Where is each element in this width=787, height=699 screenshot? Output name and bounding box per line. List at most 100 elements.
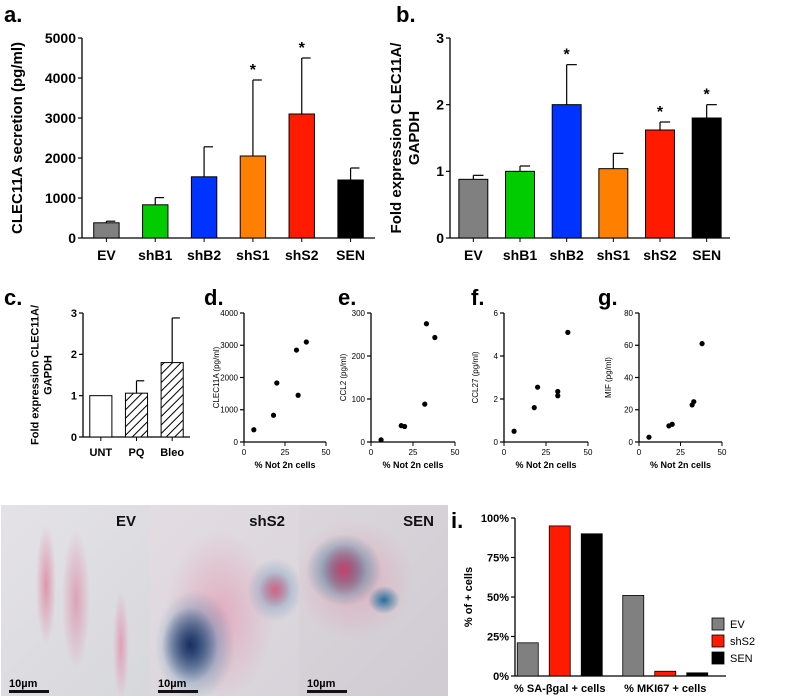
scale-label: 10µm xyxy=(158,678,187,690)
bar xyxy=(622,595,645,677)
bar xyxy=(686,672,709,677)
data-point xyxy=(251,427,257,433)
data-point xyxy=(402,423,408,430)
y-tick-label: 25% xyxy=(487,631,509,643)
data-point xyxy=(423,321,430,327)
chart-f: 0 2 4 6 0 25 50 % Not 2n cells CCL27 (pg/ml) xyxy=(471,309,593,470)
y-axis-label: CLEC11A (pg/ml) xyxy=(212,346,221,408)
chart-e: 0 100 200 300 0 25 50 % Not 2n cells CCL2 (pg/ml… xyxy=(339,309,460,470)
y-tick-label: 3 xyxy=(71,308,77,320)
y-axis-label: MIF (pg/ml) xyxy=(604,357,613,398)
x-tick-label: shB2 xyxy=(550,247,584,263)
data-point xyxy=(422,401,428,407)
y-tick-label: 3 xyxy=(436,30,444,46)
scale-bar xyxy=(9,690,49,693)
x-tick-label: 25 xyxy=(542,448,551,457)
y-tick-label: 1 xyxy=(436,163,444,179)
bar xyxy=(548,525,571,677)
data-point xyxy=(270,412,277,418)
x-axis-label: % Not 2n cells xyxy=(254,460,315,470)
legend-swatch xyxy=(711,634,725,648)
y-tick-label: 200 xyxy=(352,352,366,361)
y-tick-label: 2000 xyxy=(45,150,76,166)
y-axis-label: Fold expression CLEC11A/GAPDH xyxy=(388,42,423,234)
micrograph-ev: EV 10µm xyxy=(1,505,150,696)
data-point xyxy=(432,334,438,341)
y-tick-label: 75% xyxy=(487,552,509,564)
chart-g: 0 20 40 60 80 0 25 50 % Not 2n cells MIF (pg/ml) xyxy=(604,309,727,470)
significance-star: * xyxy=(704,87,711,104)
y-tick-label: 3000 xyxy=(220,341,238,350)
y-tick-label: 60 xyxy=(624,341,633,350)
significance-star: * xyxy=(250,62,257,79)
y-axis-label: Fold expression CLEC11A/GAPDH xyxy=(29,305,54,445)
x-tick-label: 0 xyxy=(369,448,374,457)
data-point xyxy=(295,392,301,398)
scale-bar xyxy=(158,690,198,693)
x-tick-label: shB2 xyxy=(187,247,221,263)
y-tick-label: 4 xyxy=(494,352,499,361)
y-axis-label: % of + cells xyxy=(463,567,475,627)
chart-c: 0 1 2 3 Fold expression CLEC11A/GAPDH UNT PQ Bl… xyxy=(29,305,190,459)
y-tick-label: 1 xyxy=(71,391,77,403)
x-tick-label: 0 xyxy=(637,448,642,457)
y-tick-label: 0 xyxy=(494,438,499,447)
micrograph-label: EV xyxy=(115,513,136,530)
y-tick-label: 50% xyxy=(487,592,509,604)
y-axis-label: CLEC11A secretion (pg/ml) xyxy=(9,42,26,234)
y-tick-label: 100% xyxy=(481,513,509,525)
bar xyxy=(337,179,364,239)
bar xyxy=(142,204,169,239)
y-axis-label: CCL27 (pg/ml) xyxy=(471,351,480,403)
y-tick-label: 1000 xyxy=(220,406,238,415)
chart-a: 0 1000 2000 3000 4000 5000 CLEC11A secretion (… xyxy=(9,30,375,263)
y-tick-label: 2 xyxy=(494,395,499,404)
legend-swatch xyxy=(711,651,725,665)
bar xyxy=(288,113,315,239)
x-tick-label: EV xyxy=(464,247,483,263)
data-point xyxy=(535,384,541,390)
data-point xyxy=(669,421,675,427)
y-tick-label: 1000 xyxy=(45,190,76,206)
panel-letter-g: g. xyxy=(598,285,618,310)
y-tick-label: 0 xyxy=(629,438,634,447)
bar xyxy=(691,117,722,239)
panel-letter-i: i. xyxy=(451,508,463,533)
y-tick-label: 6 xyxy=(494,309,499,318)
x-tick-label: 25 xyxy=(676,448,685,457)
y-tick-label: 300 xyxy=(352,309,366,318)
x-tick-label: shS2 xyxy=(643,247,677,263)
bar xyxy=(190,176,218,239)
data-point xyxy=(378,437,384,443)
data-point xyxy=(646,434,652,440)
x-tick-label: 50 xyxy=(451,448,460,457)
y-tick-label: 2 xyxy=(71,349,77,361)
x-tick-label: 25 xyxy=(281,448,290,457)
panel-letter-e: e. xyxy=(338,285,356,310)
data-point xyxy=(565,329,571,335)
y-tick-label: 0 xyxy=(361,438,366,447)
micrograph-sen: SEN 10µm xyxy=(299,505,448,696)
scale-label: 10µm xyxy=(9,678,38,690)
bar xyxy=(516,642,539,677)
bar xyxy=(239,155,267,239)
data-point xyxy=(531,405,537,411)
x-tick-label: % SA-βgal + cells xyxy=(514,683,605,695)
bar xyxy=(598,168,629,239)
bar xyxy=(505,170,535,239)
x-tick-label: SEN xyxy=(692,247,721,263)
scale-label: 10µm xyxy=(307,678,336,690)
x-tick-label: shS1 xyxy=(236,247,270,263)
y-axis-label: CCL2 (pg/ml) xyxy=(339,353,348,401)
micrograph-label: shS2 xyxy=(249,513,285,530)
x-tick-label: Bleo xyxy=(160,447,184,459)
data-point xyxy=(555,388,561,395)
x-tick-label: 25 xyxy=(409,448,418,457)
data-point xyxy=(555,393,561,399)
bar xyxy=(89,395,113,438)
x-tick-label: 0 xyxy=(502,448,507,457)
x-tick-label: shS2 xyxy=(285,247,319,263)
data-point xyxy=(274,380,280,386)
data-point xyxy=(511,428,517,434)
